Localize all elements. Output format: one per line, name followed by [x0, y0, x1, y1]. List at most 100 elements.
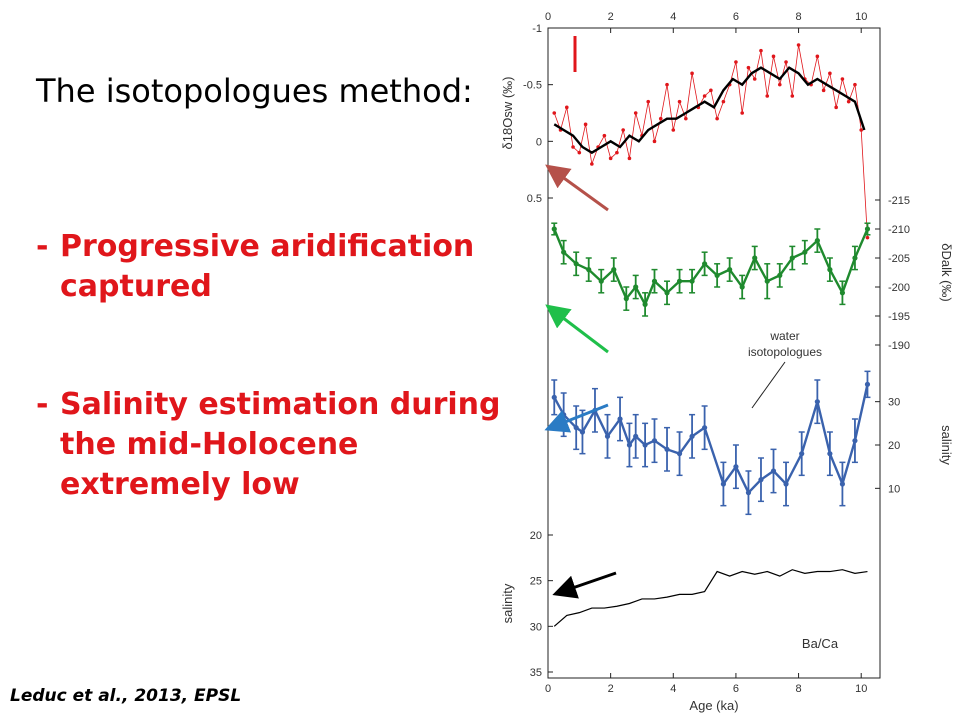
- y-axis-label: δ18Osw (‰): [500, 77, 515, 150]
- data-point: [783, 481, 789, 487]
- y-tick-label: -190: [888, 340, 910, 352]
- data-point: [734, 60, 738, 64]
- data-point: [573, 261, 579, 267]
- y-axis-label: δDalk (‰): [939, 243, 954, 302]
- data-point: [615, 150, 619, 155]
- data-point: [623, 296, 629, 302]
- annotation-leader: [751, 361, 786, 409]
- data-point: [815, 54, 820, 59]
- data-point: [626, 442, 633, 448]
- data-point: [689, 278, 695, 284]
- data-point: [671, 128, 676, 132]
- series-line: [553, 384, 869, 495]
- series-line: [553, 569, 868, 627]
- data-point: [702, 94, 707, 98]
- y-tick-label: -195: [888, 311, 910, 323]
- y-tick-label: -200: [888, 282, 910, 294]
- y-tick-label: -0.5: [523, 80, 542, 92]
- data-point: [752, 255, 758, 261]
- data-point: [684, 116, 688, 121]
- data-point: [784, 60, 788, 64]
- bullet-line: captured: [60, 269, 212, 304]
- x-tick-label-top: 0: [545, 11, 551, 23]
- data-point: [651, 438, 658, 444]
- x-tick-label-top: 10: [855, 11, 867, 23]
- bullet-dash: -: [36, 229, 49, 264]
- data-point: [796, 43, 801, 47]
- series-line: [553, 66, 866, 155]
- data-point: [561, 412, 567, 418]
- y-tick-label: 0.5: [527, 193, 542, 205]
- data-point: [564, 105, 569, 110]
- data-point: [690, 71, 694, 76]
- y-tick-label: 20: [530, 530, 542, 542]
- data-point: [642, 301, 648, 307]
- data-point: [714, 272, 720, 278]
- y-tick-label: -210: [888, 224, 910, 236]
- data-point: [839, 481, 846, 487]
- data-point: [814, 399, 820, 405]
- x-tick-label-bottom: 8: [796, 683, 802, 695]
- data-point: [758, 477, 764, 483]
- data-point: [764, 278, 770, 284]
- data-point: [745, 490, 752, 496]
- data-point: [865, 235, 870, 240]
- bullet-line: Salinity estimation during: [60, 387, 501, 422]
- data-point: [746, 65, 751, 70]
- x-tick-label-bottom: 2: [608, 683, 614, 695]
- data-point: [586, 267, 592, 273]
- data-point: [752, 77, 757, 81]
- data-point: [771, 54, 776, 59]
- figure-frame: [547, 27, 881, 679]
- data-point: [664, 446, 670, 452]
- y-tick-label: 0: [536, 136, 542, 148]
- data-point: [642, 442, 648, 448]
- data-point: [551, 394, 557, 400]
- x-tick-label-bottom: 6: [733, 683, 739, 695]
- data-point: [852, 438, 858, 444]
- y-tick-label: 35: [530, 667, 542, 679]
- data-point: [733, 464, 739, 470]
- x-tick-label-bottom: 10: [855, 683, 867, 695]
- bullet-line: the mid-Holocene: [60, 427, 359, 462]
- bullet-line: Progressive aridification: [60, 229, 475, 264]
- data-point: [864, 381, 871, 387]
- pointer-arrow: [544, 403, 609, 433]
- bullet-line: extremely low: [60, 467, 300, 502]
- data-point: [561, 249, 567, 255]
- y-tick-label: 10: [888, 483, 900, 495]
- data-point: [828, 71, 832, 76]
- data-point: [608, 156, 613, 161]
- bullet-aridification: - Progressive aridification captured: [36, 227, 475, 307]
- data-point: [627, 156, 632, 161]
- data-point: [852, 255, 858, 261]
- data-point: [676, 451, 683, 457]
- y-tick-label: 20: [888, 440, 900, 452]
- data-point: [789, 255, 795, 261]
- data-point: [602, 133, 607, 138]
- data-point: [552, 111, 557, 115]
- data-point: [834, 105, 838, 110]
- series-line: [553, 44, 868, 238]
- data-point: [590, 162, 594, 166]
- data-point: [621, 128, 625, 132]
- data-point: [739, 284, 745, 290]
- data-point: [573, 425, 579, 431]
- x-tick-label-bottom: 4: [670, 683, 676, 695]
- data-point: [665, 82, 669, 87]
- data-point: [579, 429, 586, 435]
- data-point: [571, 145, 575, 149]
- y-axis-label: salinity: [939, 425, 954, 465]
- data-point: [814, 238, 820, 244]
- data-point: [617, 416, 623, 422]
- y-tick-label: -205: [888, 253, 910, 265]
- data-point: [720, 481, 726, 487]
- data-point: [676, 278, 683, 284]
- data-point: [821, 88, 826, 93]
- data-point: [633, 433, 639, 439]
- annotation-text: Ba/Ca: [802, 636, 839, 651]
- data-point: [777, 272, 783, 278]
- data-point: [853, 82, 857, 87]
- data-point: [827, 451, 833, 457]
- data-point: [777, 82, 782, 87]
